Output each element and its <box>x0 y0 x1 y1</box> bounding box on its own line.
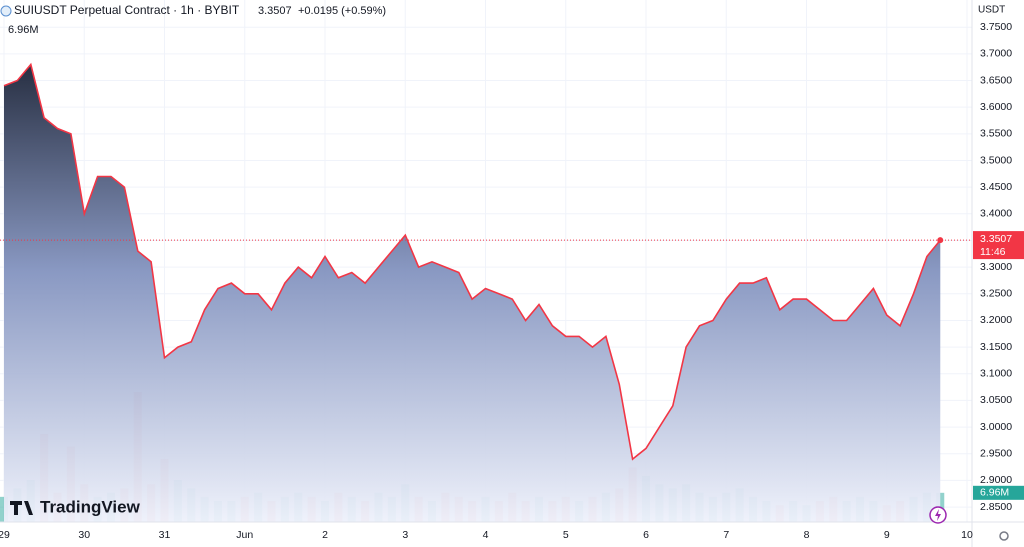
x-tick-label: 4 <box>483 529 489 541</box>
y-tick-label: 3.6000 <box>980 101 1012 113</box>
y-tick-label: 3.6500 <box>980 74 1012 86</box>
x-tick-label: 30 <box>78 529 90 541</box>
y-tick-label: 3.0000 <box>980 421 1012 433</box>
x-tick-label: 5 <box>563 529 569 541</box>
last-point <box>937 237 944 244</box>
y-tick-label: 3.5000 <box>980 154 1012 166</box>
x-tick-label: 10 <box>961 529 973 541</box>
price-line <box>3 62 941 461</box>
y-tick-label: 3.7500 <box>980 21 1012 33</box>
x-tick-label: 7 <box>723 529 729 541</box>
last-price: 3.3507 <box>258 5 292 17</box>
price-unit: USDT <box>978 5 1005 16</box>
countdown: 11:46 <box>980 246 1006 258</box>
price-tag <box>973 231 1024 260</box>
y-tick-label: 3.5500 <box>980 128 1012 140</box>
y-tick-label: 3.0500 <box>980 394 1012 406</box>
x-tick-label: 29 <box>0 529 10 541</box>
y-tick-label: 3.4000 <box>980 208 1012 220</box>
volume-value: 6.96M <box>8 24 39 36</box>
y-tick-label: 2.8500 <box>980 501 1012 513</box>
axes: 3.7500 3.7000 3.6500 3.6000 3.5500 3.5000 3.45… <box>0 21 1024 541</box>
symbol-icon <box>0 5 12 17</box>
x-tick-label: 6 <box>643 529 649 541</box>
alert-bolt <box>935 509 941 521</box>
y-tick-label: 3.3000 <box>980 261 1012 273</box>
chart-title: SUIUSDT Perpetual Contract · 1h · BYBIT <box>14 3 240 17</box>
y-tick-label: 3.2500 <box>980 288 1012 300</box>
plot <box>0 62 972 522</box>
y-tick-label: 3.7000 <box>980 48 1012 60</box>
x-tick-label: 9 <box>884 529 890 541</box>
x-tick-label: 31 <box>159 529 171 541</box>
settings-icon[interactable] <box>999 531 1009 541</box>
price-tag-value: 3.3507 <box>980 233 1012 245</box>
price-area <box>4 64 941 522</box>
volume-tag-value: 6.96M <box>980 487 1009 499</box>
y-tick-label: 3.4500 <box>980 181 1012 193</box>
x-tick-label: 3 <box>402 529 408 541</box>
y-tick-label: 2.9000 <box>980 474 1012 486</box>
brand-name: TradingView <box>40 497 141 516</box>
y-tick-label: 3.1000 <box>980 368 1012 380</box>
x-tick-label: Jun <box>236 529 253 541</box>
x-tick-label: 8 <box>804 529 810 541</box>
x-tick-label: 2 <box>322 529 328 541</box>
brand-logo: TradingView <box>10 497 141 516</box>
volume-tag <box>973 485 1024 500</box>
y-tick-label: 2.9500 <box>980 448 1012 460</box>
logo-mark <box>10 501 33 515</box>
y-tick-label: 3.2000 <box>980 314 1012 326</box>
price-change: +0.0195 (+0.59%) <box>298 5 386 17</box>
y-tick-label: 3.1500 <box>980 341 1012 353</box>
